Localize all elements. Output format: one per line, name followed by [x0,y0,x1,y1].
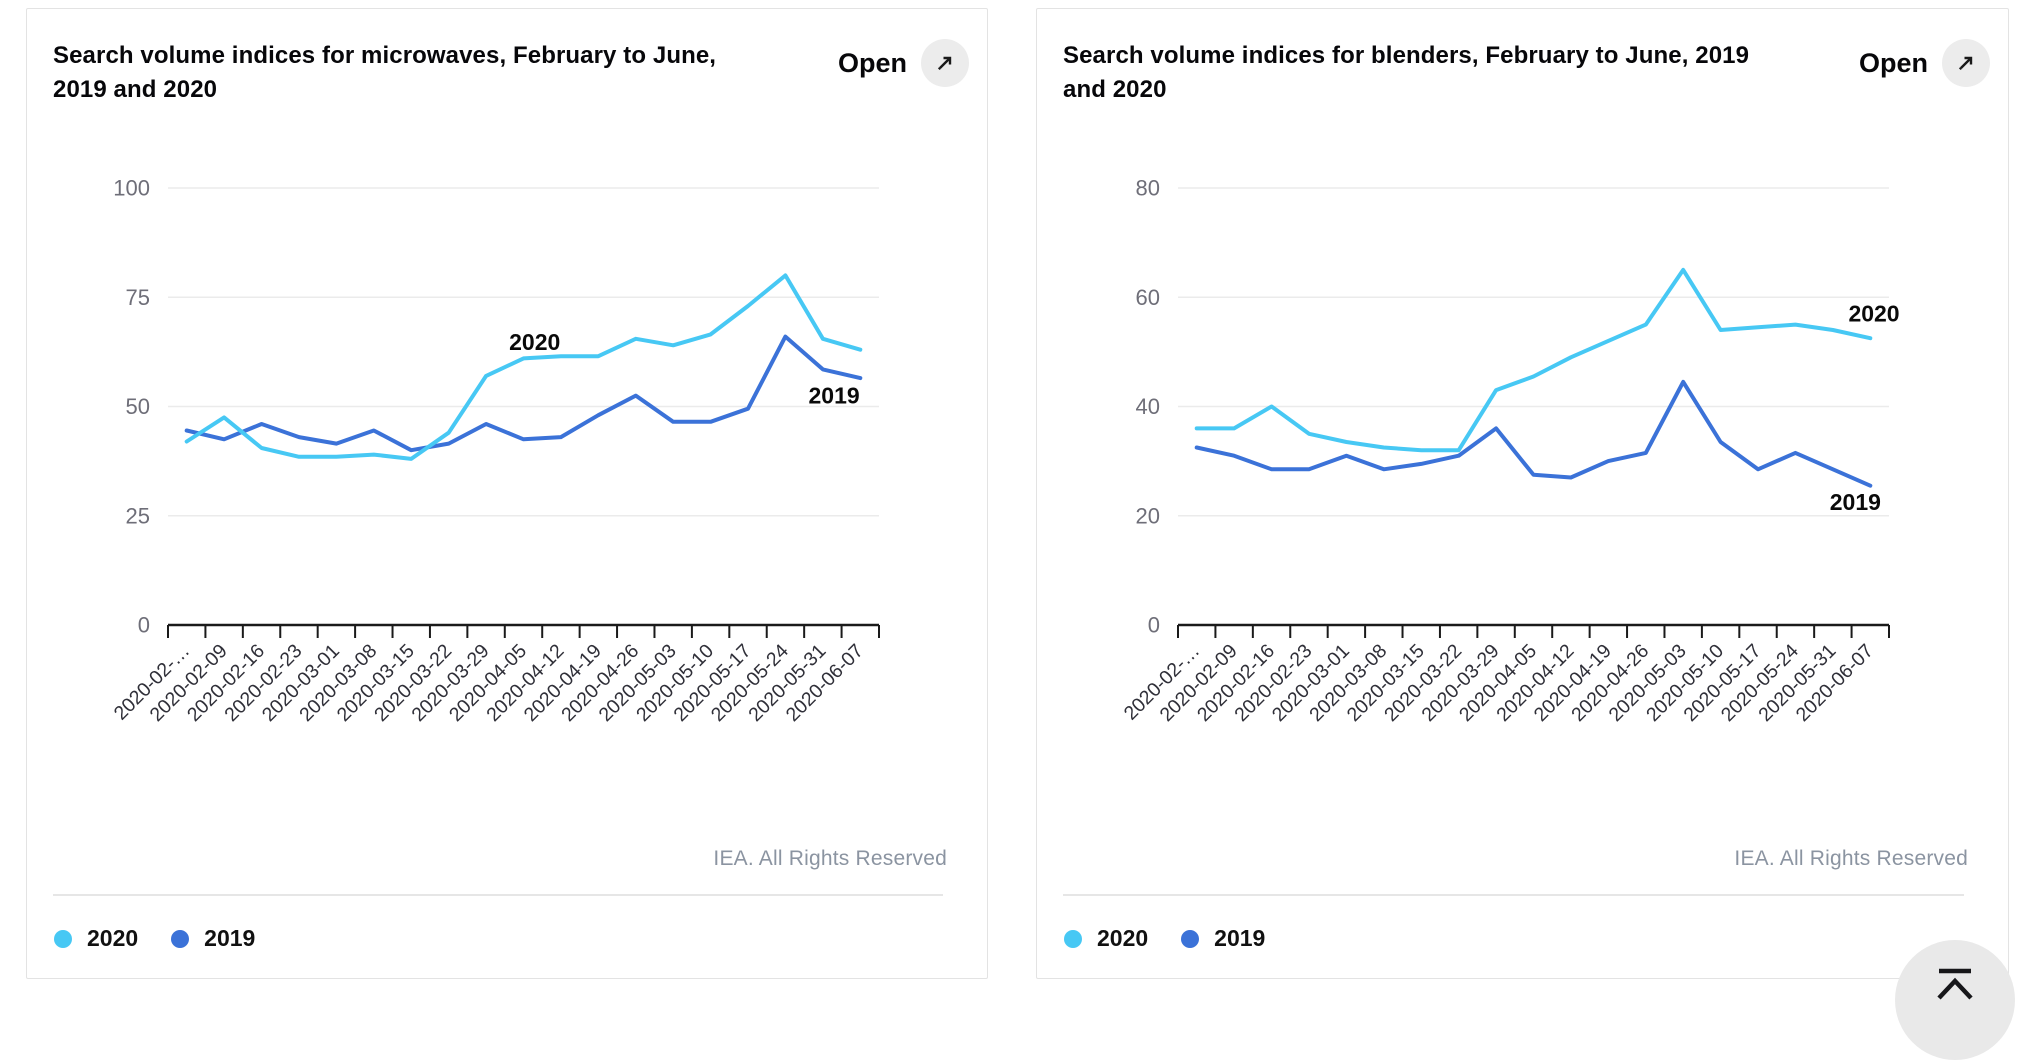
svg-text:0: 0 [1148,613,1160,638]
open-chart-button[interactable]: Open [838,39,969,87]
chart-title: Search volume indices for microwaves, Fe… [53,42,717,104]
svg-text:2020: 2020 [509,329,560,355]
svg-text:40: 40 [1136,394,1160,419]
gridlines [1178,187,1889,517]
legend-swatch-2020 [1064,929,1082,948]
legend-swatch-2020 [54,929,72,948]
card-header: Search volume indices for microwaves, Fe… [27,9,987,107]
series-line-2020[interactable] [1194,267,1873,453]
x-axis-labels: 2020-02-…2020-02-092020-02-162020-02-232… [110,640,868,726]
legend-divider [53,894,943,896]
svg-text:60: 60 [1136,285,1160,310]
legend-swatch-2019 [171,929,190,948]
scroll-to-top-icon [1932,966,1978,1007]
x-axis [167,623,880,638]
copyright-text: IEA. All Rights Reserved [1734,847,1968,870]
chart-legend: 2020 2019 [54,925,255,952]
legend-item-2020[interactable]: 2020 [1064,925,1148,952]
series-line-2019[interactable] [1194,379,1873,488]
svg-text:100: 100 [113,176,150,201]
legend-item-2019[interactable]: 2019 [1181,925,1265,952]
chart-card-blenders: Search volume indices for blenders, Febr… [1036,8,2009,979]
external-link-icon [921,39,969,87]
page: { "ui": { "open_label": "Open", "credit"… [26,8,2015,1060]
legend-divider [1063,894,1964,896]
gridlines [168,187,879,517]
chart-canvas-blenders[interactable]: 0 20 40 60 80 2020-02-…2020-02-092020-02-1620… [1037,9,2010,980]
legend-swatch-2019 [1181,929,1200,948]
external-link-icon [1942,39,1990,87]
y-axis-labels: 0 20 40 60 80 [1136,176,1160,638]
copyright-text: IEA. All Rights Reserved [713,847,947,870]
chart-legend: 2020 2019 [1064,925,1265,952]
chart-canvas-microwaves[interactable]: 0 25 50 75 100 2020-02-…2020-02-092020-02-162… [27,9,989,980]
x-axis [1177,623,1890,638]
legend-label-2019: 2019 [204,925,256,951]
svg-text:2019: 2019 [809,383,860,409]
open-button-label: Open [1858,48,1928,78]
chart-title: Search volume indices for blenders, Febr… [1063,42,1750,104]
svg-text:75: 75 [126,285,150,310]
series-line-2019[interactable] [184,334,863,453]
series-annotations: 2020 2019 [1830,301,1900,515]
legend-item-2020[interactable]: 2020 [54,925,138,952]
legend-label-2019: 2019 [1214,925,1266,951]
series-line-2020[interactable] [184,273,863,461]
series-annotations: 2020 2019 [509,329,860,409]
open-button-label: Open [837,48,907,78]
svg-text:2020: 2020 [1848,301,1899,327]
legend-item-2019[interactable]: 2019 [171,925,255,952]
open-chart-button[interactable]: Open [1859,39,1990,87]
y-axis-labels: 0 25 50 75 100 [113,176,150,638]
svg-text:50: 50 [126,394,150,419]
x-axis-labels: 2020-02-…2020-02-092020-02-162020-02-232… [1120,640,1878,726]
svg-text:25: 25 [126,503,150,528]
legend-label-2020: 2020 [87,925,139,951]
svg-text:2019: 2019 [1830,489,1881,515]
scroll-to-top-button[interactable] [1895,940,2015,1060]
legend-label-2020: 2020 [1097,925,1149,951]
card-header: Search volume indices for blenders, Febr… [1037,9,2008,107]
chart-card-microwaves: Search volume indices for microwaves, Fe… [26,8,988,979]
svg-text:0: 0 [138,613,150,638]
svg-text:80: 80 [1136,176,1160,201]
svg-text:20: 20 [1136,503,1160,528]
